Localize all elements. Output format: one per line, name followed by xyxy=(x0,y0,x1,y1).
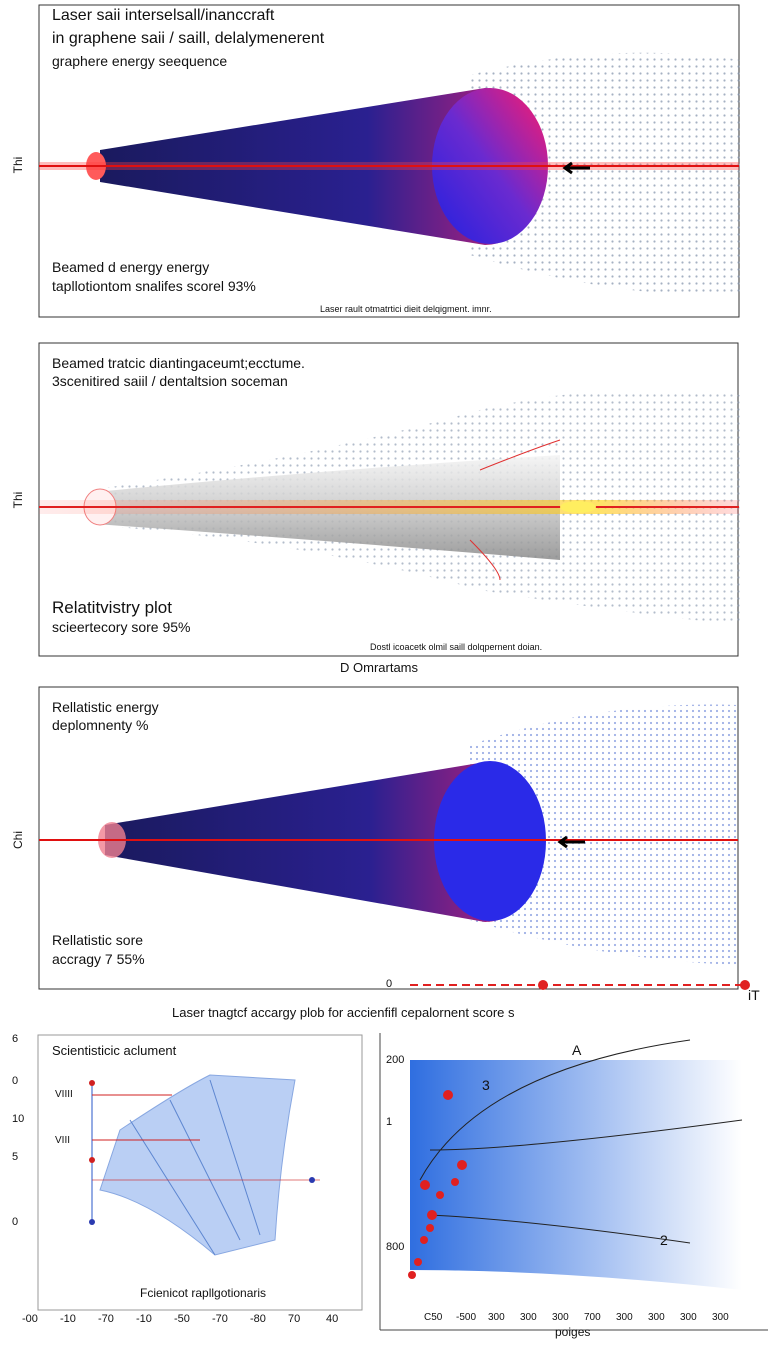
x-tick-label: 300 xyxy=(648,1312,665,1323)
panel-footer: accragy 7 55% xyxy=(52,951,145,967)
annotation: 3 xyxy=(482,1077,490,1093)
x-tick-label: -70 xyxy=(212,1313,228,1325)
x-tick-label: 300 xyxy=(680,1312,697,1323)
x-tick-label: 300 xyxy=(616,1312,633,1323)
panel-title: graphere energy seequence xyxy=(52,53,227,69)
sail-illustration-2 xyxy=(39,390,740,625)
panel-title: 3scenitired saiil / dentaltsion soceman xyxy=(52,373,288,389)
left-chart-plot xyxy=(89,1074,320,1256)
x-axis-label: poiges xyxy=(555,1325,590,1339)
y-tick-label: 0 xyxy=(386,978,392,990)
y-tick-label: 10 xyxy=(12,1113,24,1125)
panel-title: Laser saii interselsall/inanccraft xyxy=(52,7,275,24)
x-tick-label: -10 xyxy=(60,1313,76,1325)
panel-footer: tapllotiontom snalifes scorel 93% xyxy=(52,278,256,294)
x-tick-label: -80 xyxy=(250,1313,266,1325)
panel-title: deplomnenty % xyxy=(52,717,149,733)
sail-illustration-1 xyxy=(39,52,740,296)
sail-illustration-3 xyxy=(39,704,738,965)
panel-title: Rellatistic energy xyxy=(52,699,159,715)
panel-footer: Beamed d energy energy xyxy=(52,259,209,275)
panel-footer: Rellatistic sore xyxy=(52,932,143,948)
side-label: Thi xyxy=(11,157,25,174)
side-label: Chi xyxy=(11,831,25,849)
annotation: A xyxy=(572,1042,582,1058)
series-label: VIIII xyxy=(55,1089,73,1100)
x-tick-label: 700 xyxy=(584,1312,601,1323)
annotation: 2 xyxy=(660,1232,668,1248)
x-tick-label: 300 xyxy=(552,1312,569,1323)
texts: Laser saii interselsall/inanccraft in gra… xyxy=(11,7,760,1339)
x-tick-label: -00 xyxy=(22,1313,38,1325)
x-tick-label: 300 xyxy=(488,1312,505,1323)
x-tick-label: 300 xyxy=(712,1312,729,1323)
x-tick-label: -70 xyxy=(98,1313,114,1325)
panel-footer: scieertecory sore 95% xyxy=(52,619,191,635)
caption: Laser tnagtcf accargy plob for accienfif… xyxy=(172,1005,515,1020)
x-tick-label: 70 xyxy=(288,1313,300,1325)
x-tick-label: -10 xyxy=(136,1313,152,1325)
series-label: VIII xyxy=(55,1135,70,1146)
x-axis-label: Fcienicot rapllgotionaris xyxy=(140,1286,266,1300)
y-tick-label: 200 xyxy=(386,1054,404,1066)
y-tick-label: 1 xyxy=(386,1116,392,1128)
chart-title: Scientisticic aclument xyxy=(52,1043,177,1058)
annotation: iT xyxy=(748,987,760,1003)
x-tick-label: -500 xyxy=(456,1312,476,1323)
panel-note: Dostl icoacetk olmil saill dolqpernent d… xyxy=(370,642,542,652)
panel-footer: Relatitvistry plot xyxy=(52,598,172,617)
caption: D Omrartams xyxy=(340,660,419,675)
x-tick-label: 300 xyxy=(520,1312,537,1323)
y-tick-label: 5 xyxy=(12,1151,18,1163)
x-tick-label: C50 xyxy=(424,1312,443,1323)
y-tick-label: 0 xyxy=(12,1075,18,1087)
y-tick-label: 0 xyxy=(12,1216,18,1228)
x-tick-label: 40 xyxy=(326,1313,338,1325)
y-tick-label: 800 xyxy=(386,1241,404,1253)
y-tick-label: 6 xyxy=(12,1033,18,1045)
side-label: Thi xyxy=(11,492,25,509)
panel-title: Beamed tratcic diantingaceumt;ecctume. xyxy=(52,355,305,371)
right-chart-plot xyxy=(408,980,750,1290)
panel-title: in graphene saii / saill, delalymenerent xyxy=(52,30,325,47)
panel-note: Laser rault otmatrtici dieit delqigment.… xyxy=(320,304,492,314)
x-tick-label: -50 xyxy=(174,1313,190,1325)
